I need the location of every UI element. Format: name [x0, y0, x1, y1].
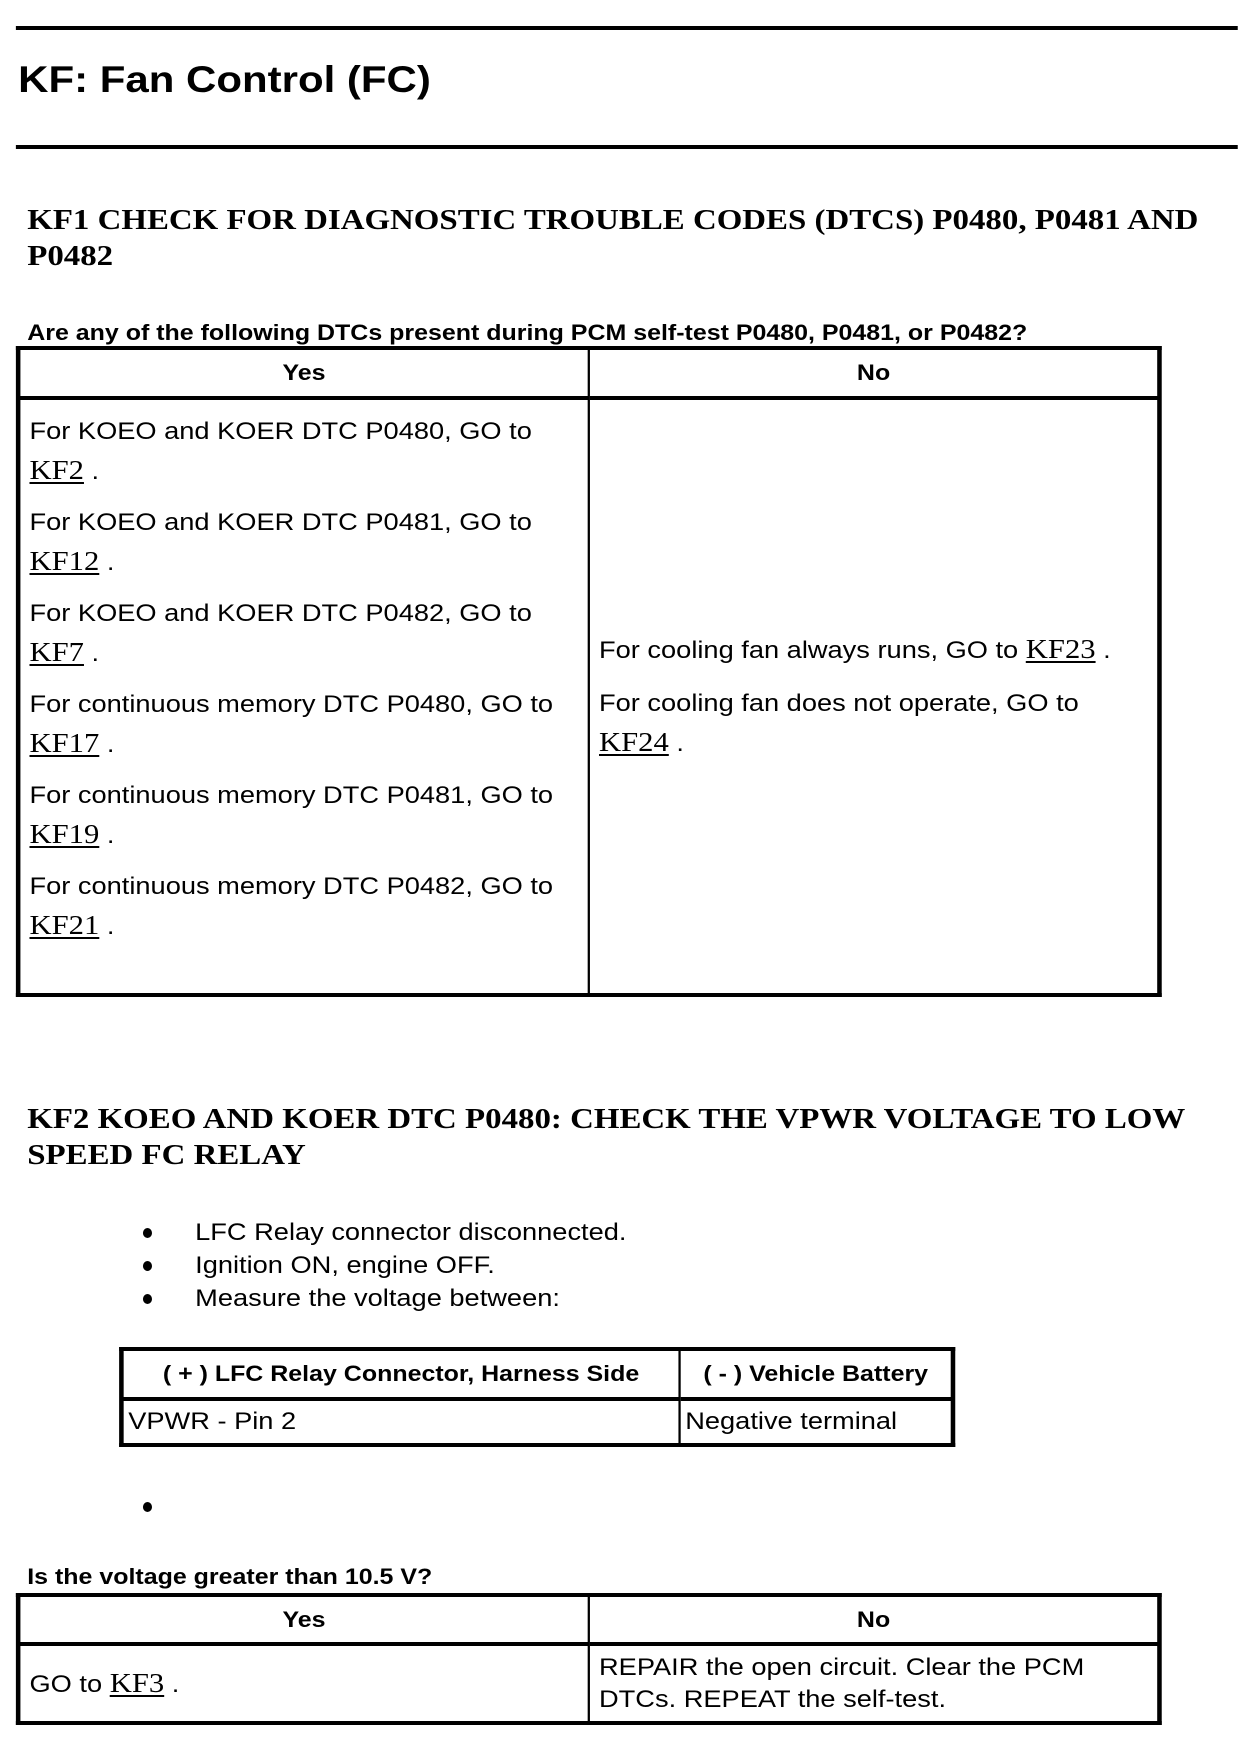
measure-header-negative: ( - ) Vehicle Battery: [678, 1348, 955, 1401]
kf2-steps: LFC Relay connector disconnected. Igniti…: [0, 1216, 908, 1315]
link-kf12[interactable]: KF12: [29, 546, 100, 576]
top-rule: [15, 26, 1238, 30]
page-title: KF: Fan Control (FC): [18, 59, 431, 100]
list-item: For KOEO and KOER DTC P0480, GO to KF2 .: [29, 412, 578, 491]
item-text: For KOEO and KOER DTC P0481, GO to: [29, 509, 532, 536]
link-kf23[interactable]: KF23: [1025, 634, 1096, 664]
no-header: No: [587, 1594, 1161, 1646]
link-kf3[interactable]: KF3: [109, 1668, 165, 1698]
period: .: [676, 730, 684, 757]
measure-header-positive: ( + ) LFC Relay Connector, Harness Side: [120, 1348, 681, 1401]
period: .: [1103, 637, 1111, 664]
link-kf21[interactable]: KF21: [29, 910, 100, 940]
no-header: No: [587, 347, 1161, 400]
period: .: [106, 549, 115, 576]
period: .: [91, 458, 100, 485]
yes-text: GO to: [29, 1671, 103, 1698]
list-item: Measure the voltage between:: [0, 1282, 908, 1315]
step-text: LFC Relay connector disconnected.: [195, 1219, 627, 1246]
list-item: For cooling fan does not operate, GO to …: [599, 684, 1148, 763]
item-text: For cooling fan does not operate, GO to: [599, 690, 1079, 717]
list-item: For cooling fan always runs, GO to KF23 …: [599, 630, 1148, 670]
yes-cell: For KOEO and KOER DTC P0480, GO to KF2 .…: [17, 397, 590, 996]
item-text: For cooling fan always runs, GO to: [599, 637, 1019, 664]
kf1-decision-table: Yes No For KOEO and KOER DTC P0480, GO t…: [15, 346, 1162, 997]
list-item: For continuous memory DTC P0481, GO to K…: [29, 776, 578, 855]
kf2-decision-table: Yes No GO to KF3 . REPAIR the open circu…: [15, 1593, 1162, 1725]
kf1-heading: KF1 CHECK FOR DIAGNOSTIC TROUBLE CODES (…: [27, 204, 1199, 272]
kf1-question: Are any of the following DTCs present du…: [27, 320, 1028, 345]
item-text: For continuous memory DTC P0482, GO to: [29, 873, 554, 900]
empty-bullet-icon: [142, 1502, 153, 1512]
list-item: For continuous memory DTC P0482, GO to K…: [29, 867, 578, 946]
measure-cell-positive: VPWR - Pin 2: [120, 1398, 681, 1446]
bullet-icon: [142, 1261, 153, 1271]
yes-cell: GO to KF3 .: [17, 1643, 590, 1724]
no-cell: For cooling fan always runs, GO to KF23 …: [587, 397, 1161, 996]
kf2-question: Is the voltage greater than 10.5 V?: [27, 1564, 433, 1589]
period: .: [106, 822, 115, 849]
bullet-icon: [142, 1294, 153, 1304]
bullet-icon: [142, 1228, 153, 1238]
link-kf2[interactable]: KF2: [29, 455, 84, 485]
list-item: For continuous memory DTC P0480, GO to K…: [29, 685, 578, 764]
list-item: For KOEO and KOER DTC P0482, GO to KF7 .: [29, 594, 578, 673]
period: .: [106, 731, 115, 758]
no-cell: REPAIR the open circuit. Clear the PCM D…: [587, 1643, 1161, 1724]
measure-cell-negative: Negative terminal: [678, 1398, 955, 1446]
list-item: LFC Relay connector disconnected.: [0, 1216, 908, 1249]
period: .: [91, 640, 100, 667]
link-kf24[interactable]: KF24: [599, 727, 669, 757]
measure-table: ( + ) LFC Relay Connector, Harness Side …: [119, 1347, 956, 1447]
item-text: For KOEO and KOER DTC P0480, GO to: [29, 418, 532, 445]
link-kf7[interactable]: KF7: [29, 637, 84, 667]
item-text: For KOEO and KOER DTC P0482, GO to: [29, 600, 532, 627]
period: .: [106, 913, 115, 940]
step-text: Measure the voltage between:: [195, 1285, 560, 1312]
link-kf17[interactable]: KF17: [29, 728, 100, 758]
list-item: For KOEO and KOER DTC P0481, GO to KF12 …: [29, 503, 578, 582]
period: .: [171, 1671, 180, 1698]
list-item: Ignition ON, engine OFF.: [0, 1249, 908, 1282]
item-text: For continuous memory DTC P0480, GO to: [29, 691, 554, 718]
step-text: Ignition ON, engine OFF.: [195, 1252, 495, 1279]
title-rule: [15, 145, 1238, 149]
yes-header: Yes: [17, 1594, 590, 1646]
link-kf19[interactable]: KF19: [29, 819, 100, 849]
kf2-heading: KF2 KOEO AND KOER DTC P0480: CHECK THE V…: [27, 1103, 1185, 1171]
item-text: For continuous memory DTC P0481, GO to: [29, 782, 554, 809]
yes-header: Yes: [17, 347, 590, 400]
